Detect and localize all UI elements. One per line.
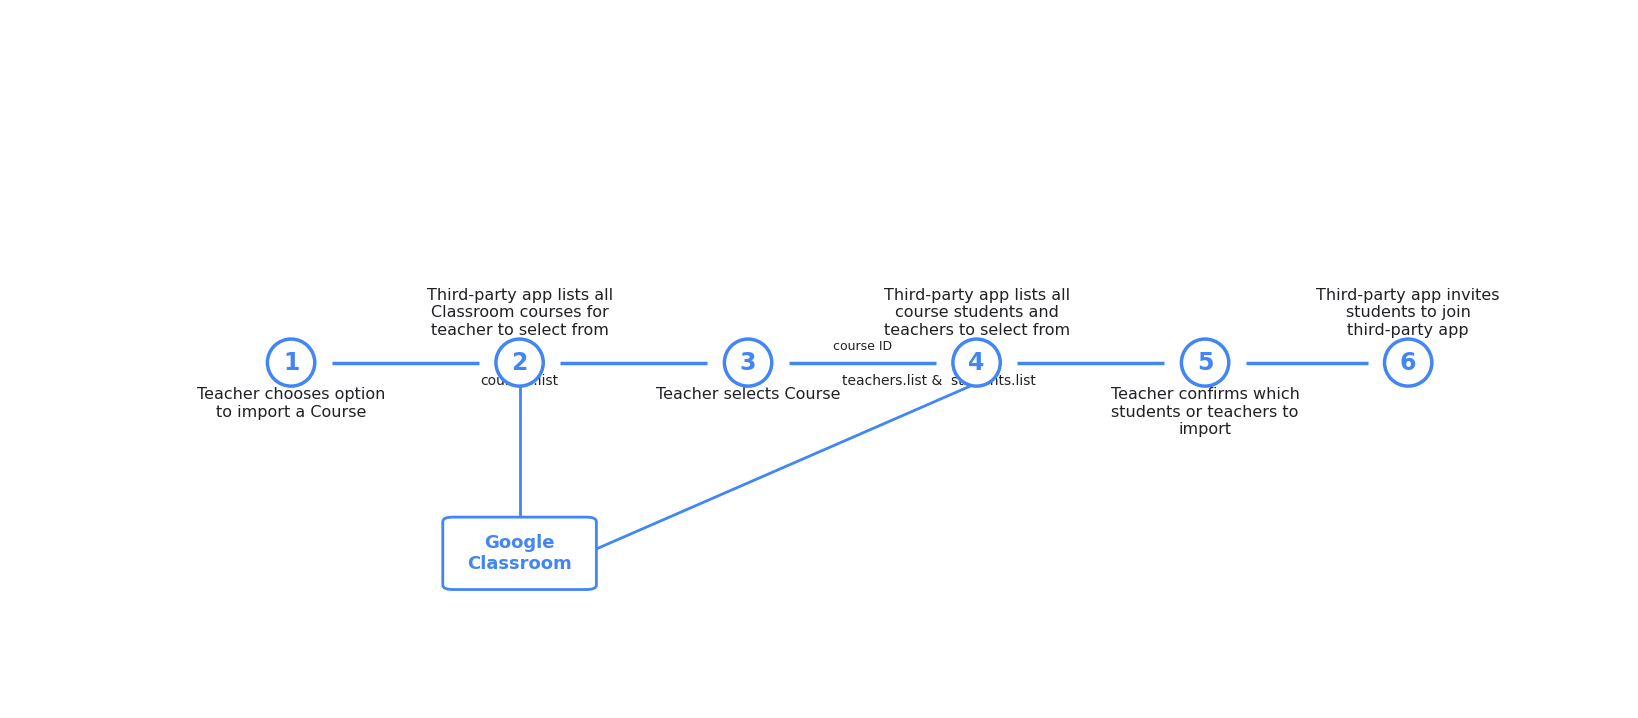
Ellipse shape (1384, 339, 1432, 386)
Ellipse shape (267, 339, 314, 386)
Text: 6: 6 (1400, 350, 1417, 375)
Ellipse shape (1181, 339, 1228, 386)
Text: Third-party app lists all
Classroom courses for
teacher to select from: Third-party app lists all Classroom cour… (426, 288, 613, 337)
Ellipse shape (496, 339, 544, 386)
Text: Third-party app lists all
course students and
teachers to select from: Third-party app lists all course student… (883, 288, 1070, 337)
Text: 1: 1 (283, 350, 300, 375)
Text: Teacher selects Course: Teacher selects Course (655, 388, 840, 403)
Text: Google
Classroom: Google Classroom (467, 534, 572, 573)
Text: 2: 2 (511, 350, 527, 375)
Text: 5: 5 (1197, 350, 1214, 375)
Text: courses.list: courses.list (480, 373, 559, 388)
Text: Teacher confirms which
students or teachers to
import: Teacher confirms which students or teach… (1111, 388, 1299, 437)
Text: course ID: course ID (832, 340, 891, 353)
FancyBboxPatch shape (442, 517, 596, 589)
Text: Third-party app invites
students to join
third-party app: Third-party app invites students to join… (1317, 288, 1500, 337)
Text: teachers.list &  students.list: teachers.list & students.list (842, 373, 1035, 388)
Ellipse shape (953, 339, 1001, 386)
Ellipse shape (724, 339, 771, 386)
Text: 3: 3 (740, 350, 757, 375)
Text: Teacher chooses option
to import a Course: Teacher chooses option to import a Cours… (197, 388, 385, 420)
Text: 4: 4 (968, 350, 984, 375)
